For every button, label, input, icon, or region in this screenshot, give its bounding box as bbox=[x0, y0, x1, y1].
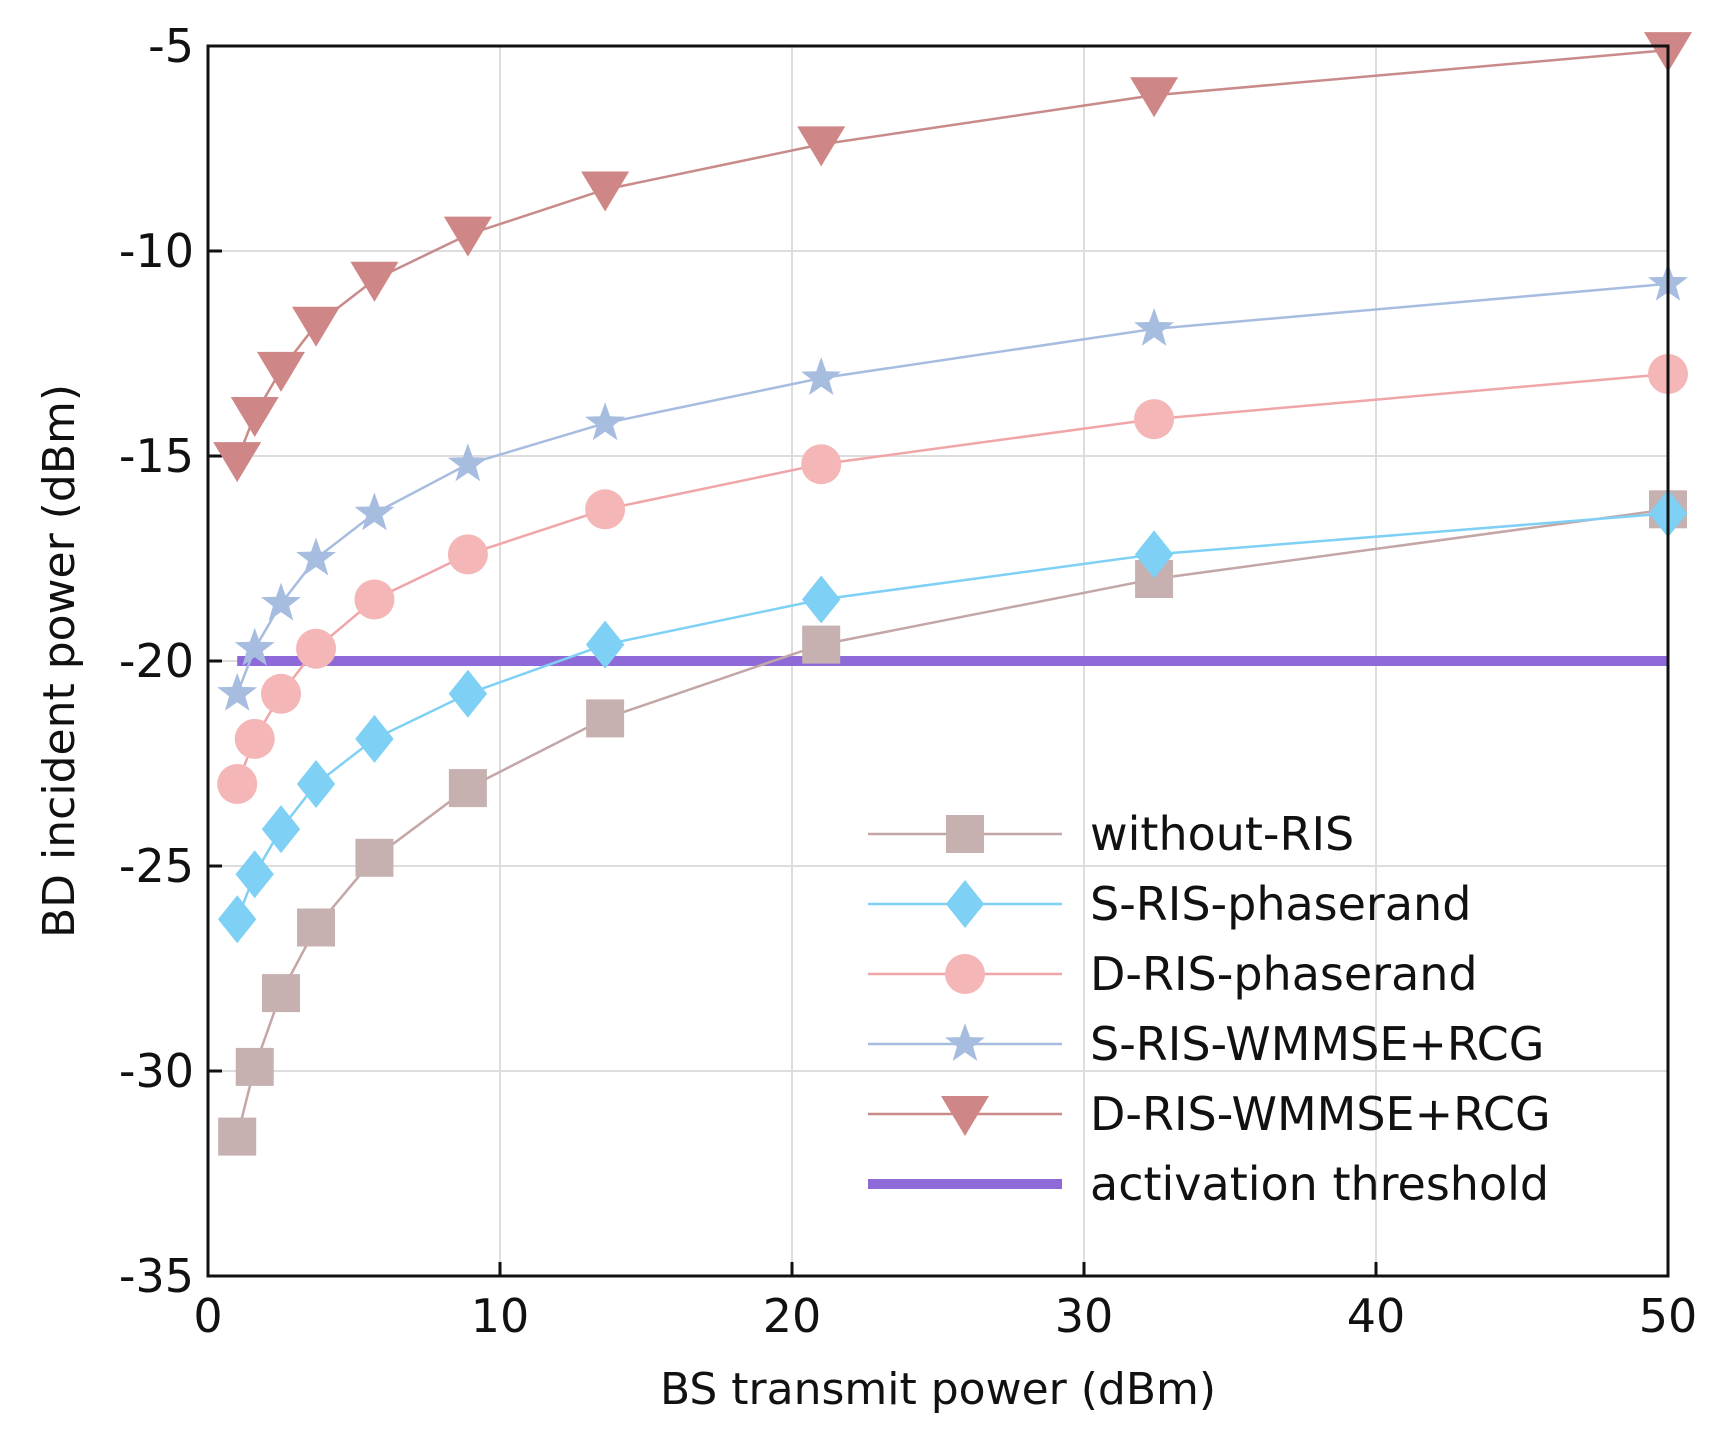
x-tick-label: 30 bbox=[1055, 1289, 1114, 1343]
data-point-without-ris bbox=[802, 625, 841, 664]
data-point-d-ris-wmmse-rcg bbox=[581, 171, 630, 212]
legend-marker-s-ris-phaserand bbox=[945, 880, 985, 928]
data-point-s-ris-phaserand bbox=[218, 895, 257, 944]
series-line-without-ris bbox=[235, 508, 1669, 1137]
series-without-ris bbox=[218, 490, 1687, 1156]
legend: without-RIS S-RIS-phaserand D-RIS-phaseran… bbox=[868, 807, 1551, 1211]
y-tick-label: -35 bbox=[119, 1249, 194, 1303]
x-tick-label: 20 bbox=[763, 1289, 822, 1343]
legend-label-d-ris-phaserand: D-RIS-phaserand bbox=[1090, 947, 1478, 1001]
legend-entry-without-ris: without-RIS bbox=[868, 807, 1354, 861]
legend-entry-activation-threshold: activation threshold bbox=[868, 1157, 1549, 1211]
data-point-s-ris-wmmse-rcg bbox=[585, 402, 626, 441]
legend-label-without-ris: without-RIS bbox=[1090, 807, 1354, 861]
legend-marker-d-ris-phaserand bbox=[945, 954, 985, 994]
series-line-d-ris-wmmse-rcg bbox=[236, 48, 1669, 461]
legend-marker-without-ris bbox=[946, 815, 984, 853]
series-line-s-ris-wmmse-rcg bbox=[236, 282, 1669, 695]
plot-frame bbox=[206, 44, 1670, 1278]
data-point-without-ris bbox=[262, 974, 300, 1013]
x-tick-label: 0 bbox=[193, 1289, 222, 1343]
x-tick-label: 10 bbox=[471, 1289, 530, 1343]
legend-marker-d-ris-wmmse-rcg bbox=[941, 1096, 989, 1136]
data-point-d-ris-wmmse-rcg bbox=[230, 397, 279, 437]
data-point-d-ris-phaserand bbox=[217, 764, 258, 804]
data-point-s-ris-phaserand bbox=[1134, 530, 1174, 579]
data-point-s-ris-wmmse-rcg bbox=[234, 627, 275, 666]
data-point-d-ris-phaserand bbox=[1134, 399, 1175, 440]
legend-entry-d-ris-wmmse-rcg: D-RIS-WMMSE+RCG bbox=[868, 1087, 1551, 1141]
data-point-s-ris-wmmse-rcg bbox=[801, 357, 842, 396]
data-point-d-ris-phaserand bbox=[261, 673, 301, 714]
series-d-ris-phaserand bbox=[217, 354, 1688, 804]
y-tick-label: -10 bbox=[119, 224, 194, 278]
series-line-d-ris-phaserand bbox=[236, 372, 1669, 785]
tick-labels: 0 10 20 30 40 50 -5 -10 -15 -20 -25 -30 -35 bbox=[119, 19, 1697, 1343]
data-point-d-ris-phaserand bbox=[447, 534, 488, 575]
data-point-d-ris-phaserand bbox=[585, 489, 626, 530]
x-tick-label: 50 bbox=[1639, 1289, 1698, 1343]
data-point-s-ris-phaserand bbox=[448, 669, 488, 718]
data-point-s-ris-wmmse-rcg bbox=[296, 537, 336, 576]
y-tick-label: -25 bbox=[119, 839, 194, 893]
data-point-s-ris-wmmse-rcg bbox=[1134, 307, 1175, 346]
data-point-s-ris-wmmse-rcg bbox=[261, 582, 301, 621]
data-point-s-ris-wmmse-rcg bbox=[447, 443, 488, 482]
data-point-d-ris-wmmse-rcg bbox=[292, 306, 341, 347]
data-point-s-ris-phaserand bbox=[355, 714, 394, 763]
data-point-s-ris-phaserand bbox=[802, 575, 841, 624]
data-point-d-ris-phaserand bbox=[354, 579, 395, 620]
x-axis-label: BS transmit power (dBm) bbox=[660, 1364, 1216, 1415]
data-point-s-ris-wmmse-rcg bbox=[217, 672, 258, 711]
data-point-d-ris-wmmse-rcg bbox=[213, 442, 262, 483]
legend-label-s-ris-wmmse-rcg: S-RIS-WMMSE+RCG bbox=[1090, 1017, 1544, 1071]
data-point-without-ris bbox=[448, 769, 487, 808]
data-point-d-ris-phaserand bbox=[234, 718, 275, 759]
series-line-s-ris-phaserand bbox=[236, 512, 1669, 920]
data-point-without-ris bbox=[297, 908, 336, 947]
legend-entry-s-ris-phaserand: S-RIS-phaserand bbox=[868, 877, 1471, 931]
data-point-d-ris-wmmse-rcg bbox=[1130, 77, 1179, 118]
x-tick-label: 40 bbox=[1347, 1289, 1406, 1343]
data-point-without-ris bbox=[355, 838, 394, 877]
legend-label-activation-threshold: activation threshold bbox=[1090, 1157, 1549, 1211]
data-point-d-ris-phaserand bbox=[296, 628, 337, 669]
legend-entry-s-ris-wmmse-rcg: S-RIS-WMMSE+RCG bbox=[868, 1017, 1544, 1071]
data-point-s-ris-phaserand bbox=[296, 760, 336, 808]
data-point-d-ris-wmmse-rcg bbox=[350, 261, 399, 302]
data-point-d-ris-phaserand bbox=[801, 444, 842, 485]
series-d-ris-wmmse-rcg bbox=[213, 32, 1692, 483]
legend-marker-s-ris-wmmse-rcg bbox=[945, 1023, 985, 1061]
data-point-without-ris bbox=[235, 1047, 274, 1086]
y-tick-label: -30 bbox=[119, 1044, 194, 1098]
legend-entry-d-ris-phaserand: D-RIS-phaserand bbox=[868, 947, 1478, 1001]
y-tick-label: -5 bbox=[148, 19, 194, 73]
data-point-without-ris bbox=[218, 1117, 257, 1156]
y-tick-label: -20 bbox=[119, 634, 194, 688]
data-point-d-ris-wmmse-rcg bbox=[797, 126, 846, 167]
data-point-s-ris-phaserand bbox=[261, 805, 301, 854]
legend-label-s-ris-phaserand: S-RIS-phaserand bbox=[1090, 877, 1471, 931]
series-s-ris-wmmse-rcg bbox=[217, 262, 1688, 711]
data-point-s-ris-phaserand bbox=[585, 620, 625, 669]
legend-label-d-ris-wmmse-rcg: D-RIS-WMMSE+RCG bbox=[1090, 1087, 1551, 1141]
series-s-ris-phaserand bbox=[218, 489, 1688, 944]
data-point-s-ris-wmmse-rcg bbox=[354, 492, 395, 531]
y-axis-label: BD incident power (dBm) bbox=[34, 384, 85, 938]
data-point-without-ris bbox=[586, 699, 625, 738]
data-point-s-ris-phaserand bbox=[235, 850, 274, 899]
y-tick-label: -15 bbox=[119, 429, 194, 483]
data-point-d-ris-wmmse-rcg bbox=[443, 216, 492, 257]
data-point-d-ris-wmmse-rcg bbox=[257, 351, 305, 392]
